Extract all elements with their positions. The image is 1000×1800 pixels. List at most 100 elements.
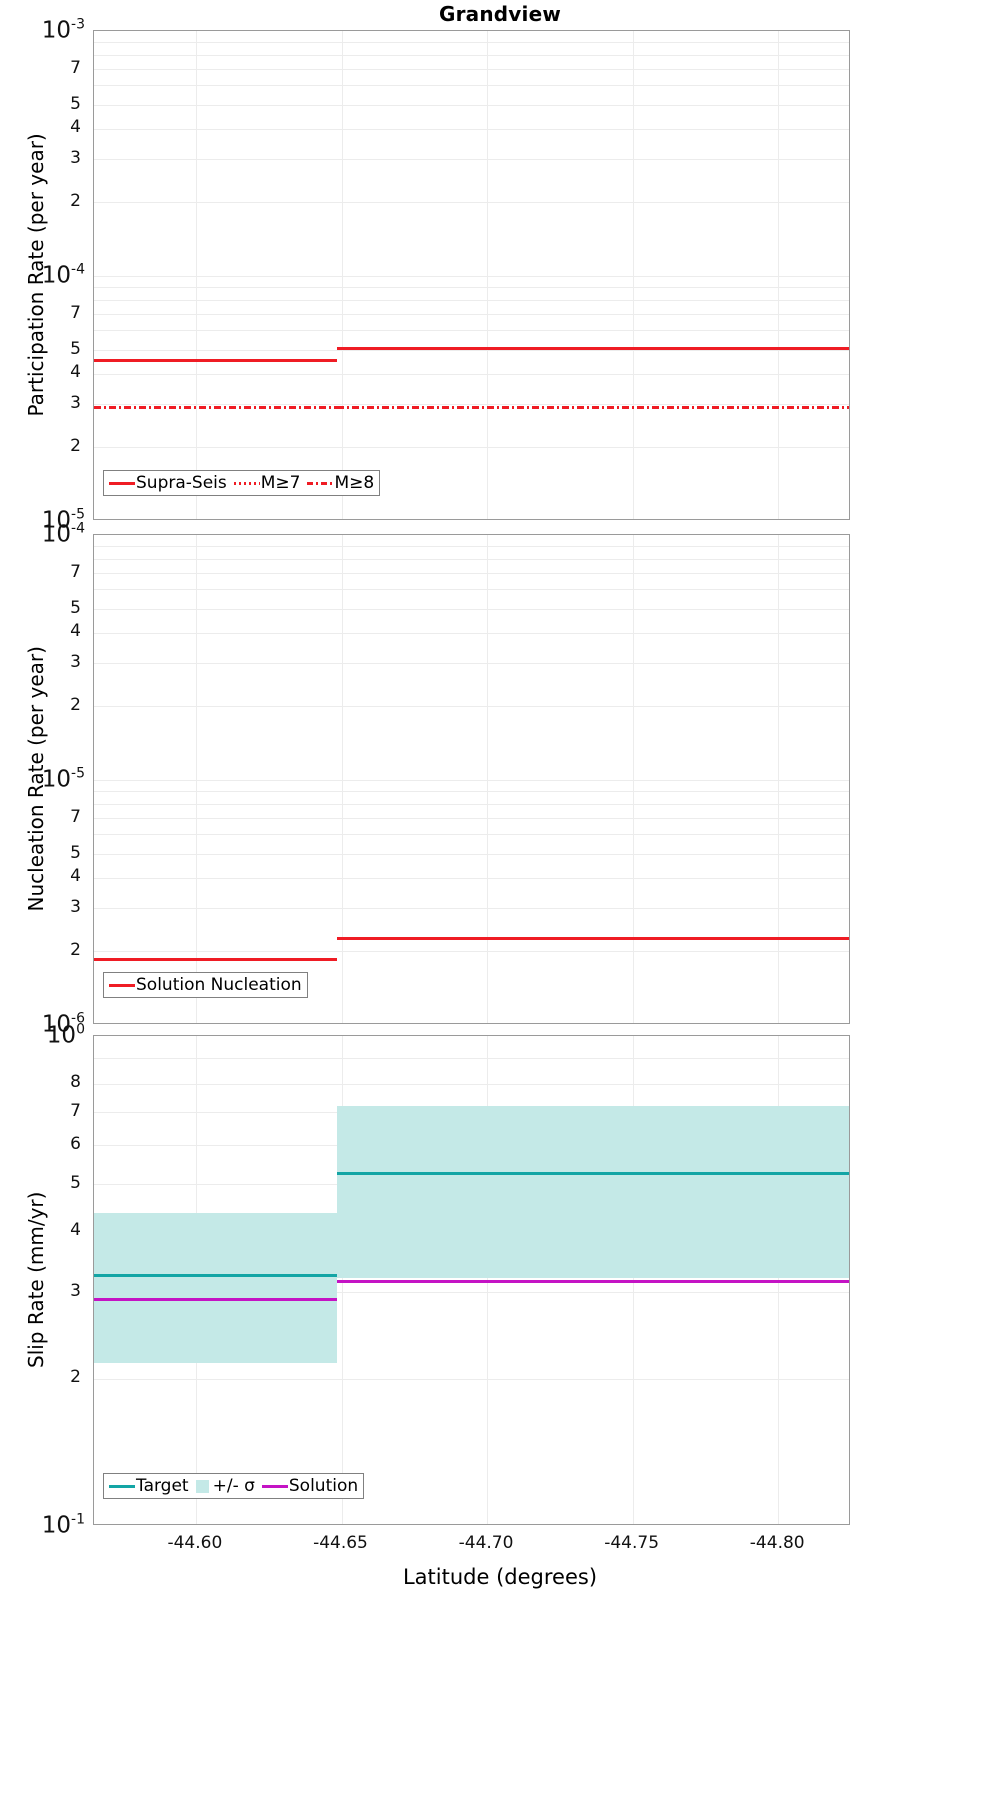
- gridline-horizontal: [94, 202, 849, 204]
- y-axis-major-tick-label: 10-5: [41, 506, 85, 534]
- y-axis-minor-tick-label: 4: [70, 362, 81, 383]
- y-axis-major-tick-label: 100: [46, 1021, 85, 1049]
- gridline-horizontal: [94, 287, 849, 289]
- y-axis-minor-tick-label: 7: [70, 1100, 81, 1121]
- y-axis-major-tick-label: 10-6: [41, 1010, 85, 1038]
- gridline-horizontal: [94, 128, 849, 130]
- gridline-vertical: [341, 535, 343, 1023]
- plot-area-participation: [93, 30, 850, 520]
- legend-label: M≥8: [334, 473, 375, 493]
- gridline-horizontal: [94, 853, 849, 855]
- gridline-horizontal: [94, 780, 849, 781]
- y-axis-minor-tick-label: 2: [70, 695, 81, 716]
- y-axis-minor-tick-label: 7: [70, 302, 81, 323]
- y-axis-minor-tick-label: 5: [70, 1172, 81, 1193]
- legend-swatch-line-icon: [261, 1484, 288, 1488]
- series-line-solution: [94, 1297, 338, 1301]
- gridline-horizontal: [94, 330, 849, 332]
- series-line-solution: [337, 1280, 849, 1284]
- legend-entry: +/- σ: [195, 1476, 255, 1496]
- gridline-horizontal: [94, 632, 849, 634]
- gridline-vertical: [632, 1036, 634, 1524]
- series-band-sigma: [94, 1213, 338, 1364]
- gridline-horizontal: [94, 404, 849, 406]
- y-axis-minor-tick-label: 4: [70, 621, 81, 642]
- y-axis-minor-tick-label: 2: [70, 191, 81, 212]
- gridline-horizontal: [94, 373, 849, 375]
- y-axis-minor-tick-label: 3: [70, 148, 81, 169]
- series-line-m8: [94, 406, 338, 410]
- series-line-solution-nucleation: [94, 958, 338, 961]
- y-axis-minor-tick-label: 2: [70, 436, 81, 457]
- x-axis-tick-label: -44.60: [167, 1533, 223, 1553]
- series-band-sigma: [337, 1105, 849, 1279]
- y-axis-minor-tick-label: 5: [70, 93, 81, 114]
- legend-entry: Supra-Seis: [109, 473, 227, 493]
- gridline-vertical: [487, 31, 489, 519]
- x-axis-tick-label: -44.65: [313, 1533, 368, 1553]
- y-axis-minor-tick-label: 2: [70, 1367, 81, 1388]
- gridline-horizontal: [94, 573, 849, 574]
- gridline-vertical: [778, 1036, 780, 1524]
- legend-label: Target: [136, 1476, 189, 1496]
- gridline-horizontal: [94, 104, 849, 106]
- y-axis-minor-tick-label: 5: [70, 338, 81, 359]
- legend-sliprate[interactable]: Target +/- σ Solution: [103, 1473, 365, 1499]
- gridline-vertical: [341, 31, 343, 519]
- gridline-horizontal: [94, 42, 849, 44]
- y-axis-minor-tick-label: 3: [70, 393, 81, 414]
- y-axis-minor-tick-label: 4: [70, 1219, 81, 1240]
- gridline-vertical: [195, 535, 197, 1023]
- gridline-horizontal: [94, 608, 849, 610]
- legend-participation[interactable]: Supra-Seis M≥7 M≥8: [103, 470, 381, 496]
- gridline-vertical: [632, 535, 634, 1023]
- gridline-horizontal: [94, 803, 849, 805]
- legend-label: Solution: [288, 1476, 359, 1496]
- gridline-vertical: [487, 1036, 489, 1524]
- x-axis-label: Latitude (degrees): [402, 1565, 598, 1589]
- x-axis-tick-label: -44.80: [749, 1533, 805, 1553]
- legend-entry: M≥7: [233, 473, 300, 493]
- plot-area-nucleation: [93, 534, 850, 1024]
- legend-label: Solution Nucleation: [136, 975, 302, 995]
- gridline-horizontal: [94, 558, 849, 560]
- gridline-horizontal: [94, 1378, 849, 1380]
- gridline-horizontal: [94, 159, 849, 161]
- gridline-horizontal: [94, 276, 849, 277]
- y-axis-major-tick-label: 10-5: [41, 765, 85, 793]
- gridline-horizontal: [94, 349, 849, 351]
- series-line-target: [337, 1171, 849, 1175]
- legend-entry: Solution Nucleation: [109, 975, 302, 995]
- gridline-horizontal: [94, 1292, 849, 1294]
- y-axis-major-tick-label: 10-1: [41, 1511, 85, 1539]
- series-line-target: [94, 1273, 338, 1277]
- gridline-horizontal: [94, 1083, 849, 1085]
- legend-swatch-dashdot-icon: [307, 481, 334, 485]
- gridline-horizontal: [94, 706, 849, 708]
- y-axis-major-tick-label: 10-3: [41, 16, 85, 44]
- legend-nucleation[interactable]: Solution Nucleation: [103, 972, 308, 998]
- legend-entry: Target: [109, 1476, 189, 1496]
- x-axis-tick-label: -44.75: [604, 1533, 660, 1553]
- gridline-horizontal: [94, 908, 849, 910]
- gridline-vertical: [487, 535, 489, 1023]
- gridline-horizontal: [94, 447, 849, 449]
- y-axis-label: Slip Rate (mm/yr): [24, 1191, 48, 1368]
- gridline-horizontal: [94, 834, 849, 836]
- legend-swatch-line-icon: [109, 1484, 135, 1488]
- gridline-horizontal: [94, 791, 849, 793]
- y-axis-minor-tick-label: 7: [70, 57, 81, 78]
- page-title: Grandview: [438, 2, 562, 26]
- gridline-horizontal: [94, 299, 849, 301]
- gridline-horizontal: [94, 818, 849, 819]
- gridline-horizontal: [94, 546, 849, 548]
- legend-swatch-dotted-icon: [233, 481, 260, 485]
- legend-swatch-patch-icon: [195, 1479, 209, 1493]
- legend-entry: M≥8: [307, 473, 374, 493]
- gridline-vertical: [632, 31, 634, 519]
- y-axis-minor-tick-label: 7: [70, 561, 81, 582]
- series-line-m8: [337, 406, 849, 410]
- y-axis-minor-tick-label: 8: [70, 1072, 81, 1093]
- series-line-m7: [337, 346, 849, 350]
